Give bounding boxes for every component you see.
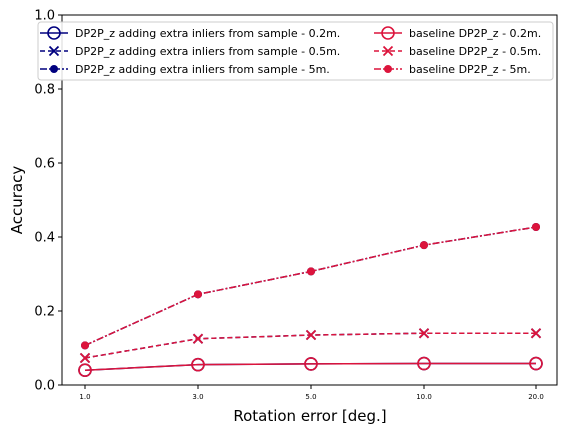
y-tick-label: 0.0	[34, 379, 55, 394]
series-5	[79, 328, 542, 364]
series-line	[84, 226, 537, 347]
series-4	[78, 356, 543, 378]
legend-entry: DP2P_z adding extra inliers from sample …	[40, 45, 340, 58]
data-point	[417, 356, 431, 371]
data-point	[304, 357, 318, 371]
series-line	[84, 332, 536, 359]
legend-box	[37, 21, 554, 81]
data-point	[305, 329, 317, 341]
series-6	[81, 223, 540, 350]
data-point	[194, 290, 202, 299]
legend-entry: baseline DP2P_z - 0.2m.	[374, 26, 541, 40]
legend-label: DP2P_z adding extra inliers from sample …	[75, 45, 340, 58]
legend-marker	[382, 45, 394, 57]
x-tick-label: 3.0	[192, 393, 203, 401]
x-tick-label: 10.0	[416, 393, 432, 401]
data-point	[529, 356, 543, 371]
series-line	[84, 362, 536, 371]
legend-marker	[381, 26, 395, 40]
y-tick-label: 0.6	[34, 157, 55, 172]
legend-entry: baseline DP2P_z - 0.5m.	[374, 45, 541, 58]
data-point	[532, 223, 540, 232]
legend-entry: DP2P_z adding extra inliers from sample …	[40, 26, 340, 40]
data-point	[307, 267, 315, 276]
x-tick-label: 5.0	[305, 393, 316, 401]
series-line	[84, 226, 537, 347]
legend-entry: baseline DP2P_z - 5m.	[374, 63, 531, 76]
data-point	[192, 333, 204, 344]
plot-frame	[61, 14, 558, 386]
data-point	[81, 341, 89, 350]
legend: DP2P_z adding extra inliers from sample …	[37, 21, 554, 81]
axis-ticks: 1.0 3.0 5.0 10.0 20.0 0.0 0.2 0.4 0.6 0.8 1.0	[34, 9, 543, 402]
y-tick-label: 1.0	[34, 9, 55, 24]
data-point	[79, 352, 91, 364]
x-tick-label: 1.0	[79, 393, 90, 401]
series-line	[84, 332, 536, 359]
y-tick-label: 0.8	[34, 83, 55, 98]
legend-marker	[47, 26, 61, 40]
plot-lines	[78, 223, 543, 378]
y-tick-label: 0.4	[34, 231, 55, 246]
legend-entry: DP2P_z adding extra inliers from sample …	[40, 63, 330, 76]
data-point	[420, 241, 428, 250]
legend-label: baseline DP2P_z - 0.5m.	[409, 45, 541, 58]
legend-label: baseline DP2P_z - 5m.	[409, 63, 531, 76]
y-axis-label: Accuracy	[8, 166, 26, 235]
legend-marker	[48, 45, 60, 57]
legend-marker	[50, 65, 58, 73]
data-point	[530, 328, 542, 339]
x-tick-label: 20.0	[528, 393, 544, 401]
series-3	[81, 223, 540, 350]
data-point	[78, 363, 92, 378]
x-axis-label: Rotation error [deg.]	[233, 407, 386, 425]
data-point	[418, 328, 430, 339]
legend-label: DP2P_z adding extra inliers from sample …	[75, 27, 340, 40]
data-point	[191, 357, 205, 372]
legend-label: baseline DP2P_z - 0.2m.	[409, 27, 541, 40]
legend-marker	[384, 65, 392, 73]
legend-label: DP2P_z adding extra inliers from sample …	[75, 63, 330, 76]
y-tick-label: 0.2	[34, 305, 55, 320]
